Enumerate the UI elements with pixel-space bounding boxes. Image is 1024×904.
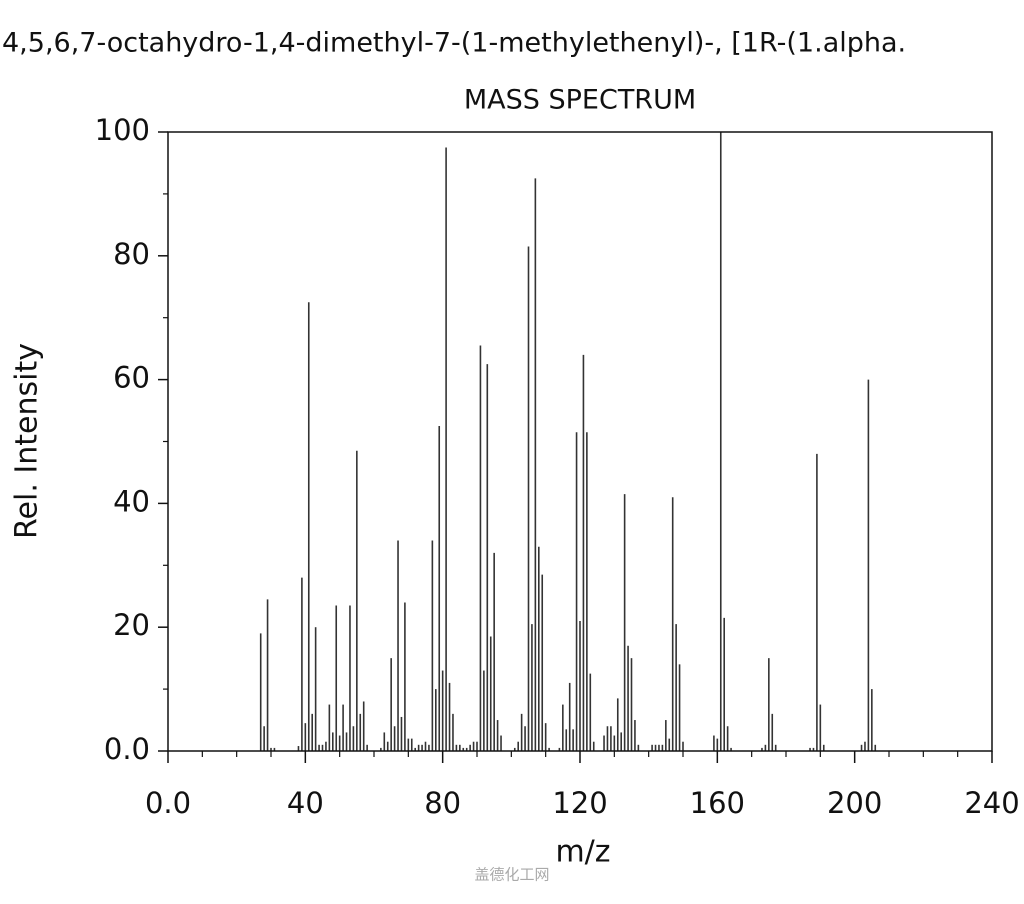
x-tick-label: 240	[964, 786, 1019, 820]
x-tick-label: 80	[424, 786, 461, 820]
plot-frame	[167, 131, 993, 752]
x-tick-label: 40	[287, 786, 324, 820]
y-tick-label: 80	[113, 237, 150, 271]
x-axis-label: m/z	[555, 835, 610, 870]
x-tick-label: 0.0	[145, 786, 191, 820]
chart-subtitle: 4,5,6,7-octahydro-1,4-dimethyl-7-(1-meth…	[2, 28, 906, 59]
y-tick-label: 20	[113, 608, 150, 642]
watermark: 盖德化工网	[474, 866, 549, 884]
y-tick-label: 60	[113, 361, 150, 395]
y-tick-label: 100	[95, 113, 150, 147]
x-tick-label: 120	[552, 786, 607, 820]
y-tick-label: 40	[113, 484, 150, 518]
y-tick-label: 0.0	[104, 732, 150, 766]
x-tick-label: 200	[827, 786, 882, 820]
x-tick-label: 160	[690, 786, 745, 820]
chart-title: MASS SPECTRUM	[464, 85, 696, 116]
y-axis-label: Rel. Intensity	[10, 343, 45, 539]
